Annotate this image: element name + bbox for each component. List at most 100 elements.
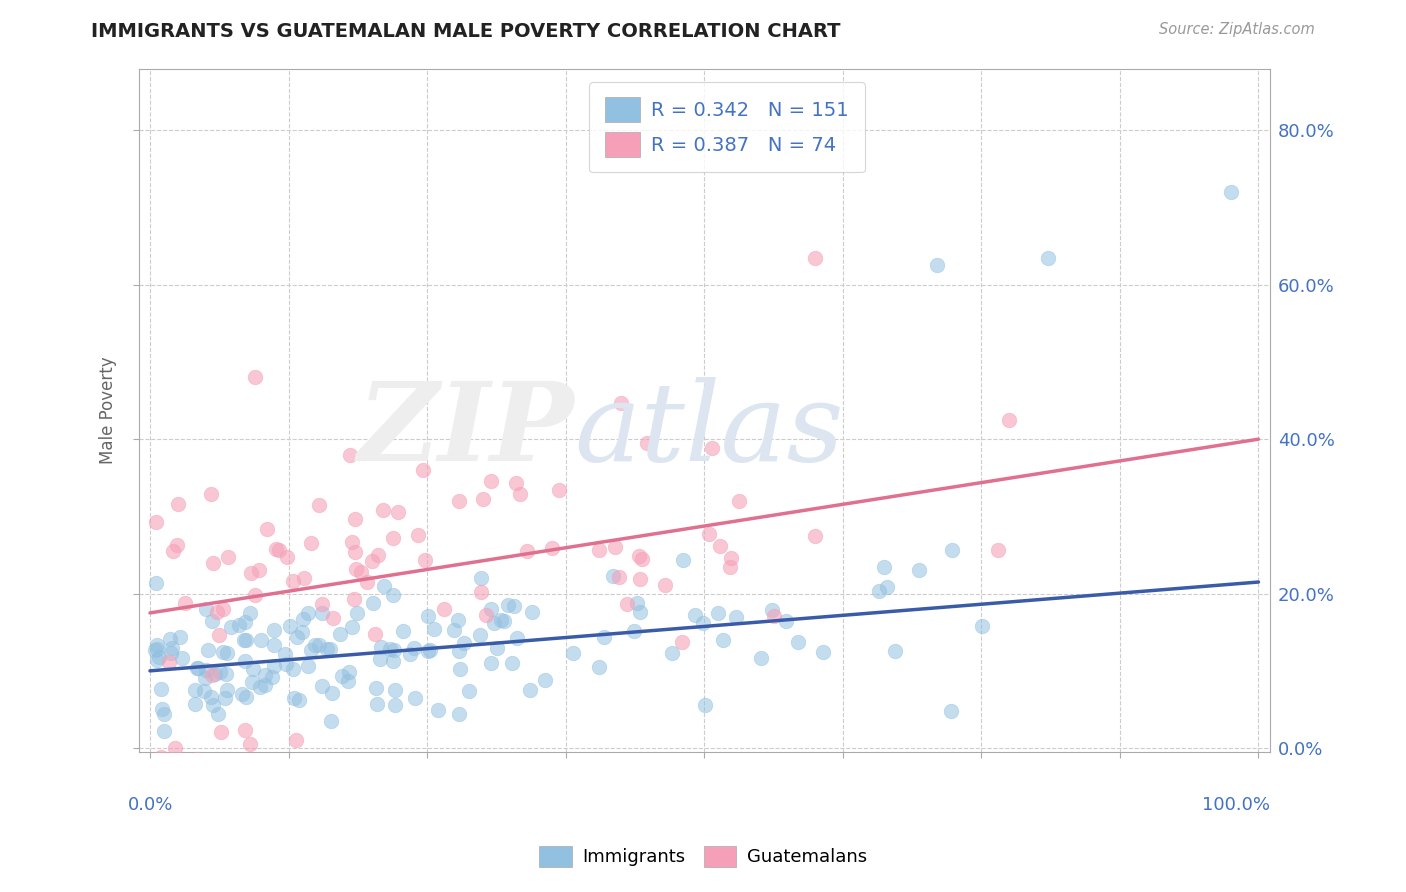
Point — [332, 669, 354, 683]
Point — [329, 627, 352, 641]
Point — [479, 602, 502, 616]
Point — [607, 570, 630, 584]
Point — [243, 588, 266, 602]
Point — [516, 544, 538, 558]
Point — [998, 413, 1021, 427]
Point — [356, 575, 378, 590]
Point — [672, 553, 695, 567]
Point — [187, 661, 209, 675]
Point — [343, 512, 366, 526]
Point — [276, 550, 298, 565]
Point — [263, 659, 285, 673]
Point — [207, 706, 229, 721]
Point — [541, 541, 564, 555]
Point — [204, 666, 226, 681]
Point — [399, 647, 422, 661]
Point — [381, 755, 404, 769]
Point — [416, 644, 439, 658]
Point — [775, 614, 797, 628]
Point — [479, 656, 502, 670]
Point — [603, 540, 626, 554]
Point — [195, 664, 218, 678]
Point — [412, 463, 434, 477]
Point — [509, 487, 531, 501]
Point — [152, 707, 174, 722]
Point — [628, 572, 651, 586]
Point — [285, 630, 308, 644]
Point — [628, 549, 651, 563]
Point — [281, 574, 304, 589]
Point — [146, 638, 169, 652]
Point — [145, 653, 167, 667]
Point — [636, 436, 658, 450]
Point — [413, 553, 436, 567]
Point — [208, 628, 231, 642]
Point — [149, 681, 172, 696]
Point — [453, 636, 475, 650]
Point — [215, 667, 238, 681]
Point — [384, 698, 406, 713]
Point — [308, 498, 330, 512]
Point — [804, 251, 827, 265]
Point — [263, 623, 285, 637]
Point — [304, 638, 326, 652]
Point — [311, 597, 333, 611]
Point — [382, 588, 405, 602]
Point — [371, 503, 394, 517]
Text: 0.0%: 0.0% — [128, 797, 173, 814]
Point — [231, 688, 253, 702]
Point — [186, 660, 208, 674]
Point — [868, 583, 890, 598]
Point — [278, 619, 301, 633]
Point — [215, 646, 238, 660]
Point — [751, 650, 773, 665]
Point — [423, 622, 446, 636]
Point — [402, 640, 425, 655]
Point — [475, 608, 498, 623]
Point — [297, 606, 319, 620]
Point — [299, 643, 322, 657]
Point — [284, 732, 307, 747]
Point — [941, 543, 963, 558]
Point — [264, 541, 287, 556]
Point — [630, 551, 652, 566]
Point — [387, 505, 409, 519]
Point — [654, 578, 676, 592]
Point — [245, 370, 267, 384]
Point — [378, 642, 401, 657]
Point — [197, 642, 219, 657]
Point — [214, 690, 236, 705]
Point — [228, 617, 250, 632]
Point — [623, 624, 645, 638]
Point — [419, 643, 441, 657]
Point — [616, 598, 638, 612]
Point — [505, 475, 527, 490]
Point — [299, 535, 322, 549]
Point — [212, 645, 235, 659]
Text: ZIP: ZIP — [357, 377, 574, 484]
Point — [321, 686, 343, 700]
Point — [443, 624, 465, 638]
Point — [720, 551, 742, 566]
Point — [449, 494, 471, 508]
Point — [316, 641, 339, 656]
Point — [159, 646, 181, 660]
Point — [364, 627, 387, 641]
Point — [281, 662, 304, 676]
Point — [163, 741, 186, 756]
Point — [787, 635, 810, 649]
Point — [498, 598, 520, 612]
Point — [492, 614, 515, 628]
Point — [256, 522, 278, 536]
Point — [143, 643, 166, 657]
Point — [233, 615, 256, 630]
Point — [195, 602, 218, 616]
Point — [471, 491, 494, 506]
Point — [212, 602, 235, 616]
Point — [368, 652, 391, 666]
Point — [249, 680, 271, 694]
Point — [392, 624, 415, 638]
Point — [254, 678, 277, 692]
Point — [287, 692, 309, 706]
Point — [692, 615, 714, 630]
